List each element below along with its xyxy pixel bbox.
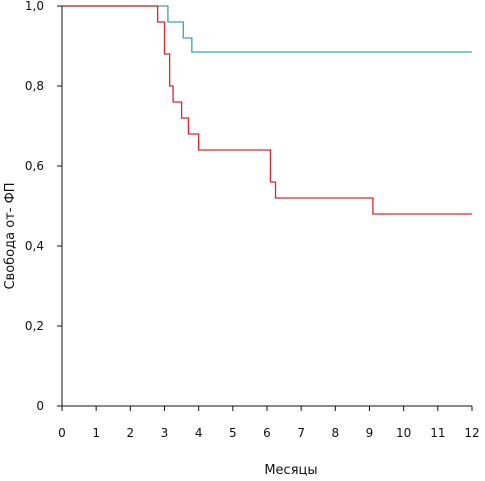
y-axis-title: Свобода от- ФП	[3, 182, 18, 289]
series-line-1	[62, 5, 472, 53]
series-line-2	[62, 5, 472, 215]
x-tick-label: 10	[396, 426, 411, 440]
x-tick-label: 12	[464, 426, 479, 440]
x-tick-label: 1	[92, 426, 100, 440]
y-tick-label: 1,0	[25, 0, 44, 13]
y-tick-label: 0,4	[25, 239, 44, 253]
x-tick-label: 5	[229, 426, 237, 440]
x-tick-label: 7	[297, 426, 305, 440]
x-tick-label: 2	[127, 426, 135, 440]
y-tick-label: 0,2	[25, 319, 44, 333]
y-tick-label: 0	[36, 399, 44, 413]
y-tick-label: 0,6	[25, 159, 44, 173]
x-axis-title: Месяцы	[264, 463, 317, 478]
series-layer	[62, 5, 472, 215]
x-tick-label: 3	[161, 426, 169, 440]
x-tick-label: 11	[430, 426, 445, 440]
x-tick-label: 4	[195, 426, 203, 440]
x-tick-label: 9	[366, 426, 374, 440]
x-tick-label: 0	[58, 426, 66, 440]
y-tick-label: 0,8	[25, 79, 44, 93]
x-tick-label: 8	[332, 426, 340, 440]
x-tick-label: 6	[263, 426, 271, 440]
